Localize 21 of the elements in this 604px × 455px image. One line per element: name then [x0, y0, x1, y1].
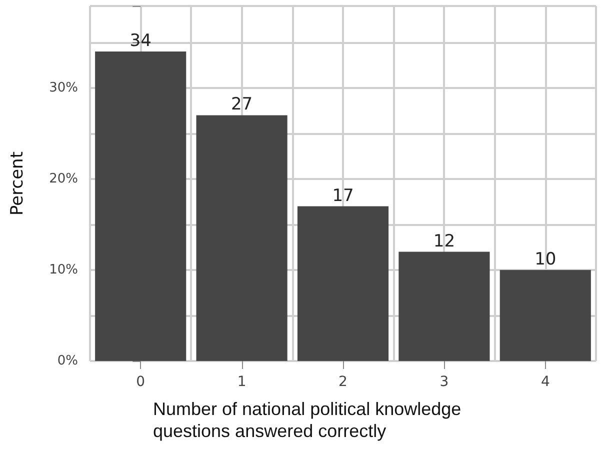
- bar: [398, 252, 490, 361]
- x-tick-label: 0: [136, 374, 146, 390]
- data-label: 17: [332, 186, 354, 206]
- y-tick-label: 0%: [57, 354, 78, 368]
- x-tick-label: 1: [237, 374, 246, 390]
- bar: [95, 52, 186, 361]
- y-tick-label: 30%: [49, 80, 78, 96]
- x-tick-label: 4: [540, 374, 550, 390]
- bar: [297, 206, 389, 361]
- data-label: 12: [433, 231, 456, 252]
- data-label: 34: [130, 31, 152, 52]
- bar: [500, 270, 591, 361]
- y-tick-label: 20%: [49, 171, 78, 186]
- bar: [196, 115, 288, 361]
- data-label: 27: [230, 94, 253, 115]
- y-axis-title: Percent: [8, 151, 28, 216]
- x-axis-title: Number of national political knowledge questions answered correctly: [153, 399, 466, 441]
- x-tick-label: 3: [440, 374, 449, 390]
- y-tick-label: 10%: [49, 262, 78, 278]
- data-label: 10: [534, 249, 556, 270]
- x-tick-label: 2: [338, 374, 348, 390]
